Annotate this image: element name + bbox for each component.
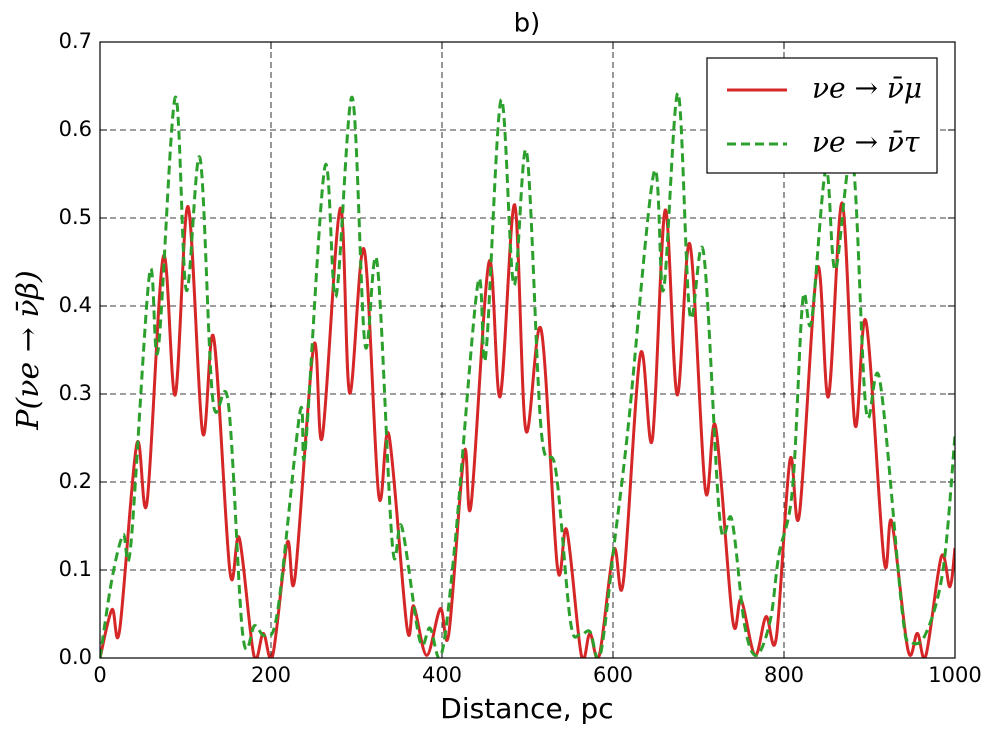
chart-title: b)	[514, 9, 541, 39]
x-tick-label: 1000	[928, 663, 981, 687]
x-tick-label: 400	[422, 663, 462, 687]
x-tick-label: 800	[764, 663, 804, 687]
y-tick-label: 0.5	[59, 205, 92, 229]
x-tick-label: 200	[251, 663, 291, 687]
y-tick-label: 0.7	[59, 29, 92, 53]
y-tick-label: 0.6	[59, 117, 92, 141]
y-tick-label: 0.2	[59, 469, 92, 493]
legend-label: νe → ν̄μ	[812, 72, 922, 105]
y-tick-label: 0.3	[59, 381, 92, 405]
y-axis-label: P(νe → ν̄β)	[11, 270, 46, 430]
data-line	[100, 201, 955, 658]
data-line	[100, 91, 955, 658]
y-tick-label: 0.1	[59, 557, 92, 581]
x-tick-label: 600	[593, 663, 633, 687]
plot-frame	[99, 41, 956, 659]
x-axis-label: Distance, pc	[440, 692, 613, 725]
x-tick-label: 0	[93, 663, 106, 687]
y-tick-label: 0.0	[59, 645, 92, 669]
legend-box	[706, 57, 938, 174]
legend-label: νe → ν̄τ	[812, 126, 920, 159]
y-tick-label: 0.4	[59, 293, 92, 317]
